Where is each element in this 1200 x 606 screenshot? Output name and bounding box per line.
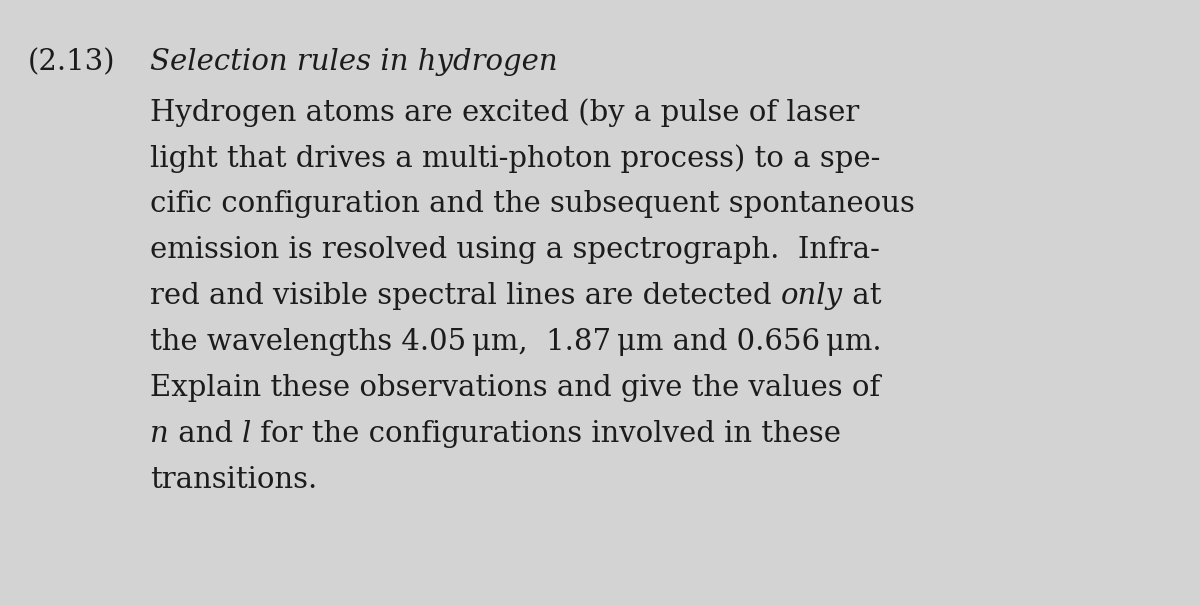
Text: emission is resolved using a spectrograph.  Infra-: emission is resolved using a spectrograp…: [150, 236, 880, 264]
Text: l: l: [242, 420, 251, 448]
Text: for the configurations involved in these: for the configurations involved in these: [251, 420, 841, 448]
Text: at: at: [842, 282, 881, 310]
Text: transitions.: transitions.: [150, 466, 317, 494]
Text: light that drives a multi-photon process) to a spe-: light that drives a multi-photon process…: [150, 144, 881, 173]
Text: red and visible spectral lines are detected: red and visible spectral lines are detec…: [150, 282, 781, 310]
Text: cific configuration and the subsequent spontaneous: cific configuration and the subsequent s…: [150, 190, 914, 218]
Text: only: only: [781, 282, 842, 310]
Text: the wavelengths 4.05 μm,  1.87 μm and 0.656 μm.: the wavelengths 4.05 μm, 1.87 μm and 0.6…: [150, 328, 882, 356]
Text: and: and: [169, 420, 242, 448]
Text: Selection rules in hydrogen: Selection rules in hydrogen: [150, 48, 558, 76]
Text: Explain these observations and give the values of: Explain these observations and give the …: [150, 374, 881, 402]
Text: Hydrogen atoms are excited (by a pulse of laser: Hydrogen atoms are excited (by a pulse o…: [150, 98, 859, 127]
Text: n: n: [150, 420, 169, 448]
Text: (2.13): (2.13): [28, 48, 115, 76]
